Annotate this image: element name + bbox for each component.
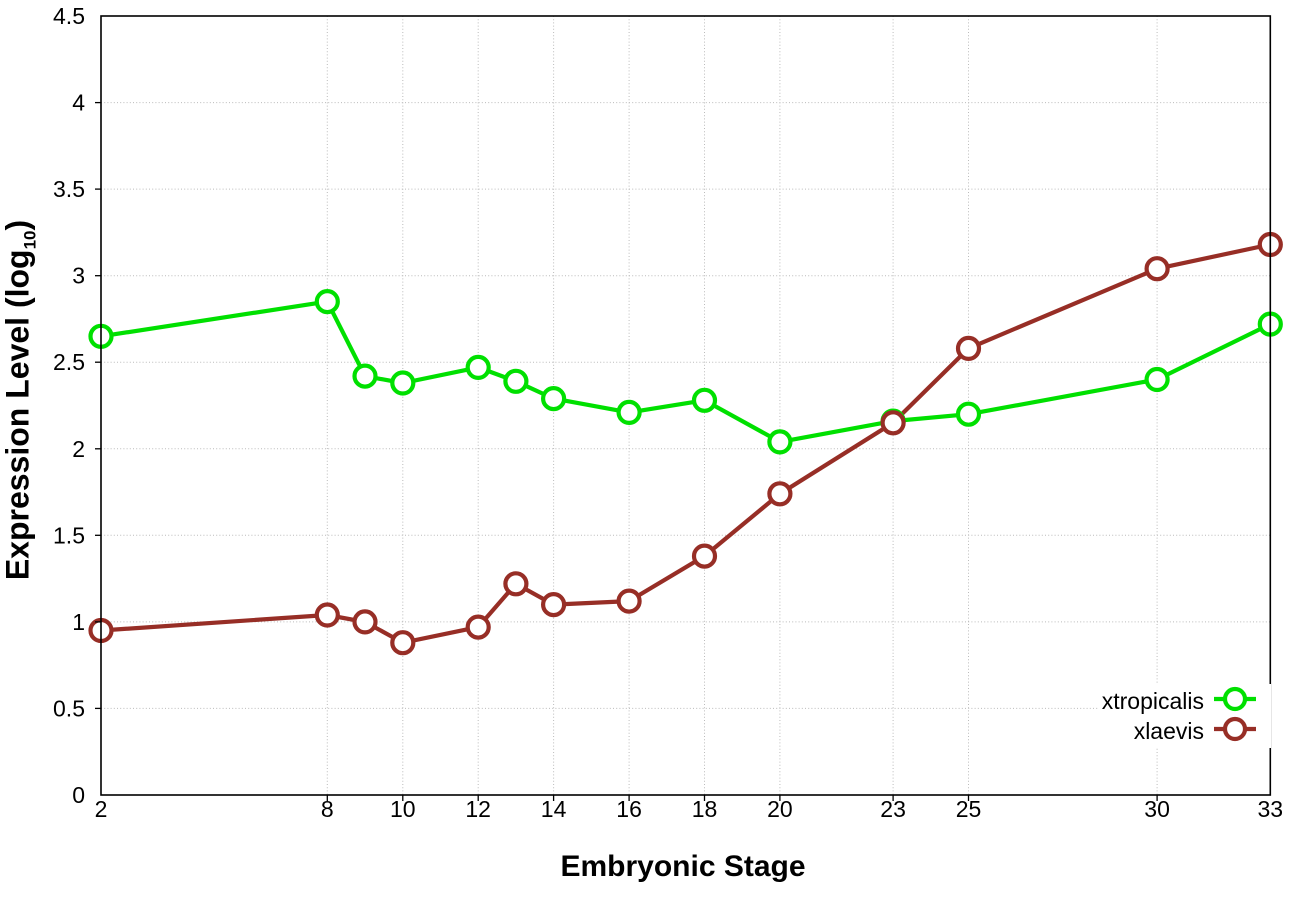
svg-text:12: 12: [465, 796, 491, 822]
svg-text:20: 20: [767, 796, 793, 822]
svg-text:18: 18: [692, 796, 718, 822]
svg-text:25: 25: [956, 796, 982, 822]
svg-text:0: 0: [72, 782, 85, 808]
svg-text:33: 33: [1258, 796, 1284, 822]
svg-text:16: 16: [616, 796, 642, 822]
svg-text:23: 23: [880, 796, 906, 822]
svg-text:1.5: 1.5: [53, 522, 85, 548]
svg-text:30: 30: [1144, 796, 1170, 822]
svg-text:10: 10: [390, 796, 416, 822]
svg-text:0.5: 0.5: [53, 695, 85, 721]
svg-text:4: 4: [72, 90, 85, 116]
svg-text:1: 1: [72, 609, 85, 635]
svg-text:2: 2: [72, 436, 85, 462]
svg-text:3: 3: [72, 263, 85, 289]
svg-text:4.5: 4.5: [53, 3, 85, 29]
svg-text:2: 2: [95, 796, 108, 822]
svg-text:3.5: 3.5: [53, 176, 85, 202]
svg-text:8: 8: [321, 796, 334, 822]
svg-text:2.5: 2.5: [53, 349, 85, 375]
svg-text:14: 14: [541, 796, 567, 822]
